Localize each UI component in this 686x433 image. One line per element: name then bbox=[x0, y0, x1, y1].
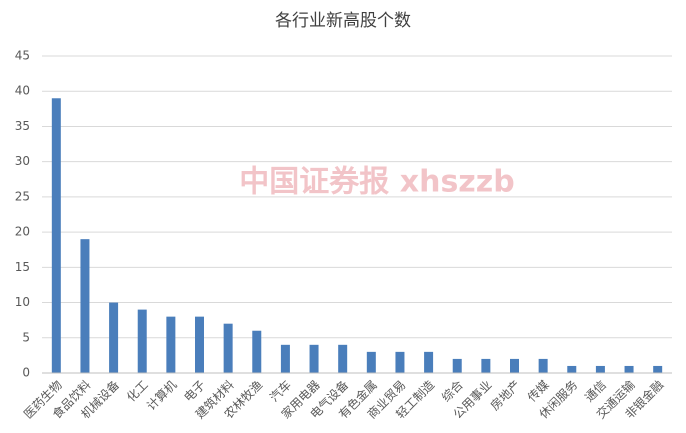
bar bbox=[80, 239, 90, 373]
bar bbox=[481, 358, 491, 373]
y-tick-label: 5 bbox=[22, 330, 30, 344]
watermark: 中国证券报 xhszzb bbox=[239, 165, 514, 200]
bar bbox=[309, 344, 319, 373]
bar bbox=[280, 344, 290, 373]
chart-title: 各行业新高股个数 bbox=[275, 11, 411, 31]
bar bbox=[567, 365, 577, 373]
bar bbox=[452, 358, 462, 373]
bar bbox=[395, 351, 405, 373]
bar bbox=[51, 98, 61, 374]
bar bbox=[223, 323, 233, 373]
bar bbox=[166, 316, 176, 373]
bar bbox=[624, 365, 634, 373]
bar bbox=[109, 302, 119, 373]
y-tick-label: 25 bbox=[15, 189, 30, 203]
bar bbox=[195, 316, 204, 373]
y-tick-label: 40 bbox=[15, 84, 30, 98]
y-tick-label: 0 bbox=[22, 366, 30, 380]
y-tick-label: 45 bbox=[15, 49, 30, 63]
y-tick-label: 20 bbox=[15, 225, 30, 239]
y-tick-label: 10 bbox=[15, 295, 30, 309]
bar bbox=[595, 365, 605, 373]
bar bbox=[538, 358, 548, 373]
bar bbox=[252, 330, 262, 373]
y-tick-label: 15 bbox=[15, 260, 30, 274]
bar bbox=[366, 351, 376, 373]
bar bbox=[510, 358, 519, 373]
bar bbox=[338, 344, 348, 373]
y-tick-label: 30 bbox=[15, 154, 30, 168]
y-tick-label: 35 bbox=[15, 119, 30, 133]
bar bbox=[137, 309, 147, 373]
bar bbox=[653, 365, 663, 373]
bar bbox=[424, 351, 434, 373]
